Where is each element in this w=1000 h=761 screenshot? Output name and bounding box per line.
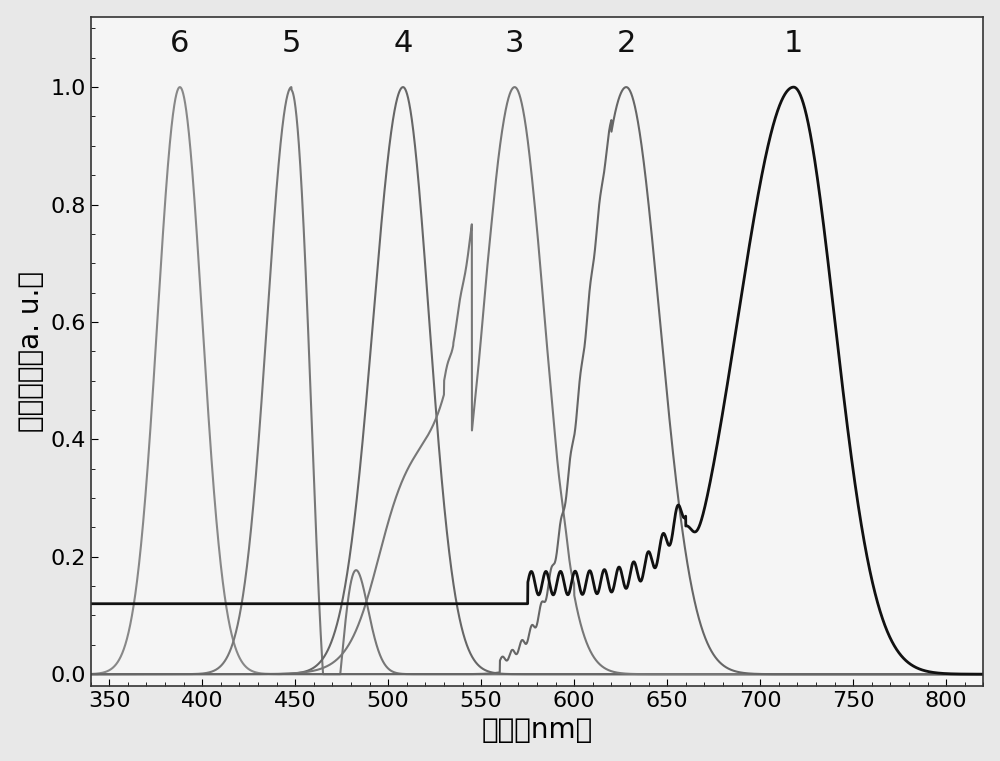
X-axis label: 波长（nm）: 波长（nm） [481,716,593,744]
Text: 1: 1 [784,29,803,58]
Text: 3: 3 [505,29,524,58]
Text: 4: 4 [393,29,413,58]
Text: 6: 6 [170,29,190,58]
Y-axis label: 衍射强度（a. u.）: 衍射强度（a. u.） [17,271,45,431]
Text: 5: 5 [282,29,301,58]
Text: 2: 2 [617,29,636,58]
